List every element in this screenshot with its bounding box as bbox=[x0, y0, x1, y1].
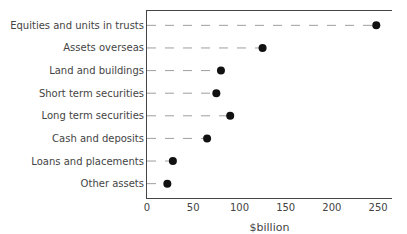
svg-text:0: 0 bbox=[144, 202, 150, 213]
svg-text:50: 50 bbox=[187, 202, 200, 213]
svg-text:Long term securities: Long term securities bbox=[42, 110, 144, 121]
svg-text:Land and buildings: Land and buildings bbox=[49, 65, 144, 76]
svg-text:Cash and deposits: Cash and deposits bbox=[52, 133, 144, 144]
svg-text:250: 250 bbox=[369, 202, 388, 213]
svg-text:Short term securities: Short term securities bbox=[39, 88, 144, 99]
svg-text:150: 150 bbox=[276, 202, 295, 213]
svg-text:$billion: $billion bbox=[250, 221, 290, 234]
svg-text:Equities and units in trusts: Equities and units in trusts bbox=[10, 20, 144, 31]
svg-text:100: 100 bbox=[230, 202, 249, 213]
svg-text:Other assets: Other assets bbox=[81, 178, 144, 189]
svg-text:Loans and placements: Loans and placements bbox=[31, 156, 144, 167]
svg-text:Assets overseas: Assets overseas bbox=[63, 42, 144, 53]
svg-text:200: 200 bbox=[322, 202, 341, 213]
